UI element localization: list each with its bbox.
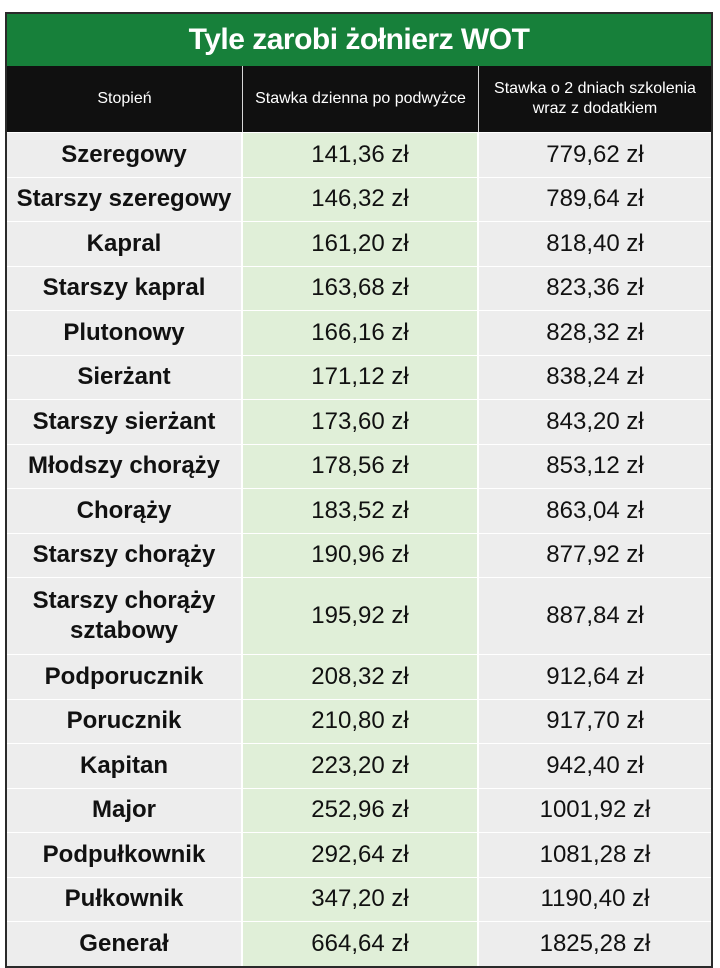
daily-rate-cell: 171,12 zł bbox=[243, 355, 479, 399]
rank-cell: Sierżant bbox=[7, 355, 243, 399]
salary-table: Stopień Stawka dzienna po podwyżce Stawk… bbox=[5, 66, 713, 968]
table-row: Porucznik 210,80 zł 917,70 zł bbox=[7, 698, 711, 743]
table-body: Szeregowy 141,36 zł 779,62 zł Starszy szere… bbox=[7, 132, 711, 966]
daily-rate-cell: 183,52 zł bbox=[243, 489, 479, 533]
rank-cell: Starszy chorąży bbox=[7, 533, 243, 577]
two-day-rate-cell: 1825,28 zł bbox=[479, 922, 711, 966]
rank-cell: Podporucznik bbox=[7, 655, 243, 699]
daily-rate-cell: 141,36 zł bbox=[243, 133, 479, 177]
rank-cell: Starszy sierżant bbox=[7, 400, 243, 444]
two-day-rate-cell: 942,40 zł bbox=[479, 744, 711, 788]
two-day-rate-cell: 818,40 zł bbox=[479, 222, 711, 266]
two-day-rate-cell: 853,12 zł bbox=[479, 444, 711, 488]
table-row: Chorąży 183,52 zł 863,04 zł bbox=[7, 488, 711, 533]
rank-cell: Plutonowy bbox=[7, 311, 243, 355]
table-header-row: Stopień Stawka dzienna po podwyżce Stawk… bbox=[7, 66, 711, 132]
two-day-rate-cell: 1081,28 zł bbox=[479, 833, 711, 877]
rank-cell: Pułkownik bbox=[7, 877, 243, 921]
daily-rate-cell: 178,56 zł bbox=[243, 444, 479, 488]
table-row: Starszy chorąży sztabowy 195,92 zł 887,84 … bbox=[7, 577, 711, 654]
two-day-rate-cell: 1190,40 zł bbox=[479, 877, 711, 921]
two-day-rate-cell: 828,32 zł bbox=[479, 311, 711, 355]
table-row: Kapitan 223,20 zł 942,40 zł bbox=[7, 743, 711, 788]
header-two-day-rate: Stawka o 2 dniach szkolenia wraz z dodat… bbox=[494, 80, 696, 117]
two-day-rate-cell: 1001,92 zł bbox=[479, 788, 711, 832]
daily-rate-cell: 163,68 zł bbox=[243, 266, 479, 310]
rank-cell: Chorąży bbox=[7, 489, 243, 533]
daily-rate-cell: 195,92 zł bbox=[243, 578, 479, 654]
rank-cell: Kapitan bbox=[7, 744, 243, 788]
two-day-rate-cell: 779,62 zł bbox=[479, 133, 711, 177]
two-day-rate-cell: 838,24 zł bbox=[479, 355, 711, 399]
table-row: Generał 664,64 zł 1825,28 zł bbox=[7, 921, 711, 966]
table-row: Podpułkownik 292,64 zł 1081,28 zł bbox=[7, 832, 711, 877]
rank-cell: Starszy chorąży sztabowy bbox=[7, 578, 243, 654]
daily-rate-cell: 146,32 zł bbox=[243, 177, 479, 221]
two-day-rate-cell: 887,84 zł bbox=[479, 578, 711, 654]
table-row: Major 252,96 zł 1001,92 zł bbox=[7, 787, 711, 832]
daily-rate-cell: 166,16 zł bbox=[243, 311, 479, 355]
rank-cell: Kapral bbox=[7, 222, 243, 266]
two-day-rate-cell: 863,04 zł bbox=[479, 489, 711, 533]
table-row: Starszy sierżant 173,60 zł 843,20 zł bbox=[7, 399, 711, 444]
table-title: Tyle zarobi żołnierz WOT bbox=[5, 12, 713, 66]
table-row: Podporucznik 208,32 zł 912,64 zł bbox=[7, 654, 711, 699]
daily-rate-cell: 292,64 zł bbox=[243, 833, 479, 877]
header-daily-rate: Stawka dzienna po podwyżce bbox=[243, 66, 479, 132]
daily-rate-cell: 223,20 zł bbox=[243, 744, 479, 788]
two-day-rate-cell: 877,92 zł bbox=[479, 533, 711, 577]
daily-rate-cell: 173,60 zł bbox=[243, 400, 479, 444]
table-row: Starszy chorąży 190,96 zł 877,92 zł bbox=[7, 532, 711, 577]
table-row: Starszy szeregowy 146,32 zł 789,64 zł bbox=[7, 176, 711, 221]
table-row: Starszy kapral 163,68 zł 823,36 zł bbox=[7, 265, 711, 310]
table-row: Plutonowy 166,16 zł 828,32 zł bbox=[7, 310, 711, 355]
daily-rate-cell: 664,64 zł bbox=[243, 922, 479, 966]
daily-rate-cell: 190,96 zł bbox=[243, 533, 479, 577]
rank-cell: Szeregowy bbox=[7, 133, 243, 177]
rank-cell: Major bbox=[7, 788, 243, 832]
daily-rate-cell: 208,32 zł bbox=[243, 655, 479, 699]
two-day-rate-cell: 843,20 zł bbox=[479, 400, 711, 444]
daily-rate-cell: 347,20 zł bbox=[243, 877, 479, 921]
two-day-rate-cell: 789,64 zł bbox=[479, 177, 711, 221]
table-row: Młodszy chorąży 178,56 zł 853,12 zł bbox=[7, 443, 711, 488]
two-day-rate-cell: 823,36 zł bbox=[479, 266, 711, 310]
daily-rate-cell: 252,96 zł bbox=[243, 788, 479, 832]
daily-rate-cell: 161,20 zł bbox=[243, 222, 479, 266]
header-rank: Stopień bbox=[7, 66, 243, 132]
rank-cell: Starszy kapral bbox=[7, 266, 243, 310]
two-day-rate-cell: 917,70 zł bbox=[479, 699, 711, 743]
rank-cell: Generał bbox=[7, 922, 243, 966]
rank-cell: Podpułkownik bbox=[7, 833, 243, 877]
table-row: Sierżant 171,12 zł 838,24 zł bbox=[7, 354, 711, 399]
table-row: Kapral 161,20 zł 818,40 zł bbox=[7, 221, 711, 266]
table-row: Szeregowy 141,36 zł 779,62 zł bbox=[7, 132, 711, 177]
rank-cell: Porucznik bbox=[7, 699, 243, 743]
table-row: Pułkownik 347,20 zł 1190,40 zł bbox=[7, 876, 711, 921]
daily-rate-cell: 210,80 zł bbox=[243, 699, 479, 743]
rank-cell: Starszy szeregowy bbox=[7, 177, 243, 221]
rank-cell: Młodszy chorąży bbox=[7, 444, 243, 488]
two-day-rate-cell: 912,64 zł bbox=[479, 655, 711, 699]
